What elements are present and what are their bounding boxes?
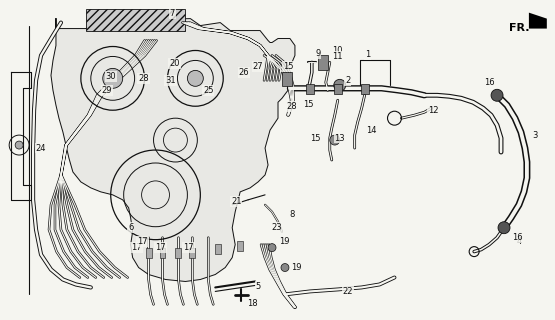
Text: 17: 17: [183, 243, 194, 252]
Text: 15: 15: [302, 100, 313, 109]
Text: 24: 24: [36, 144, 46, 153]
FancyBboxPatch shape: [282, 72, 292, 86]
Text: 11: 11: [332, 52, 343, 61]
Circle shape: [498, 222, 510, 234]
Text: 1: 1: [365, 50, 370, 59]
Text: 12: 12: [428, 106, 438, 115]
FancyBboxPatch shape: [334, 84, 342, 94]
FancyBboxPatch shape: [237, 241, 243, 251]
Text: 19: 19: [291, 263, 301, 272]
FancyBboxPatch shape: [159, 248, 165, 258]
Text: 27: 27: [253, 62, 264, 71]
Text: 31: 31: [165, 76, 176, 85]
Circle shape: [491, 89, 503, 101]
Text: 15: 15: [311, 133, 321, 143]
Text: 15: 15: [282, 62, 293, 71]
FancyBboxPatch shape: [145, 248, 152, 258]
Circle shape: [15, 141, 23, 149]
Text: 17: 17: [137, 237, 148, 246]
Text: 9: 9: [315, 49, 320, 58]
Text: 14: 14: [366, 126, 377, 135]
FancyBboxPatch shape: [175, 248, 181, 258]
Text: 22: 22: [342, 287, 353, 296]
Text: 4: 4: [516, 237, 522, 246]
Text: 10: 10: [332, 46, 343, 55]
Text: FR.: FR.: [509, 23, 529, 33]
Text: 5: 5: [255, 282, 261, 291]
Polygon shape: [51, 19, 295, 282]
Polygon shape: [529, 13, 547, 28]
Text: 2: 2: [345, 76, 350, 85]
Text: 13: 13: [335, 133, 345, 143]
Text: 7: 7: [170, 9, 175, 18]
Circle shape: [103, 68, 123, 88]
Text: 17: 17: [155, 243, 166, 252]
Circle shape: [330, 135, 340, 145]
Polygon shape: [86, 9, 185, 31]
Text: 28: 28: [286, 102, 297, 111]
Text: 20: 20: [169, 59, 180, 68]
Text: 18: 18: [247, 299, 258, 308]
Circle shape: [281, 264, 289, 271]
Circle shape: [334, 79, 346, 91]
Text: 16: 16: [484, 78, 495, 87]
Text: 30: 30: [105, 72, 116, 81]
FancyBboxPatch shape: [318, 55, 328, 70]
Text: 17: 17: [132, 243, 142, 252]
Text: 21: 21: [231, 197, 241, 206]
Circle shape: [188, 70, 203, 86]
Text: 6: 6: [128, 223, 133, 232]
Circle shape: [268, 244, 276, 252]
FancyBboxPatch shape: [189, 248, 195, 258]
FancyBboxPatch shape: [306, 84, 314, 94]
Text: 25: 25: [203, 86, 214, 95]
FancyBboxPatch shape: [361, 84, 369, 94]
Text: 29: 29: [102, 86, 112, 95]
Text: 16: 16: [512, 233, 522, 242]
Text: 23: 23: [272, 223, 282, 232]
Text: 3: 3: [532, 131, 538, 140]
FancyBboxPatch shape: [215, 244, 221, 253]
Text: 19: 19: [279, 237, 289, 246]
Text: 26: 26: [239, 68, 249, 77]
Text: 28: 28: [138, 74, 149, 83]
Text: 8: 8: [289, 210, 295, 219]
